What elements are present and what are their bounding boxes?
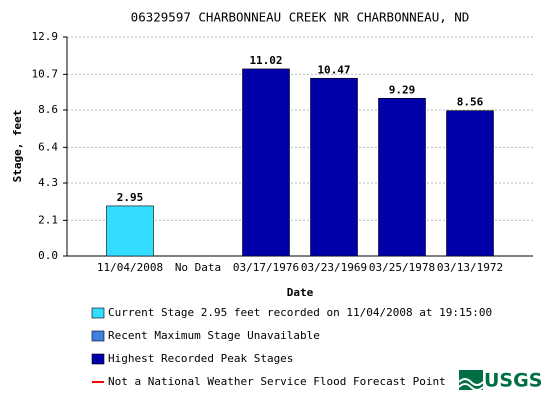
x-tick-label: 11/04/2008 <box>97 261 163 274</box>
usgs-logo: USGS <box>458 370 542 392</box>
y-tick-label: 10.7 <box>32 67 59 80</box>
chart-title: 06329597 CHARBONNEAU CREEK NR CHARBONNEA… <box>131 10 470 25</box>
x-tick-label: 03/17/1976 <box>233 261 299 274</box>
value-label: 2.95 <box>117 191 144 204</box>
legend-label: Not a National Weather Service Flood For… <box>108 375 446 388</box>
x-tick-label: No Data <box>175 261 221 274</box>
logo-text: USGS <box>484 370 542 392</box>
y-tick-label: 12.9 <box>32 30 59 43</box>
y-axis-label: Stage, feet <box>11 110 24 183</box>
value-label: 8.56 <box>457 96 484 109</box>
x-tick-label: 03/23/1969 <box>301 261 367 274</box>
bar <box>446 110 494 257</box>
legend-label: Current Stage 2.95 feet recorded on 11/0… <box>108 306 492 319</box>
legend-label: Recent Maximum Stage Unavailable <box>108 329 320 342</box>
legend-swatch <box>91 330 105 342</box>
value-label: 9.29 <box>389 83 416 96</box>
legend-swatch <box>91 307 105 319</box>
x-tick-label: 03/13/1972 <box>437 261 503 274</box>
y-tick-label: 8.6 <box>38 103 58 116</box>
bar <box>106 205 154 257</box>
legend-label: Highest Recorded Peak Stages <box>108 352 293 365</box>
bar <box>310 77 358 257</box>
value-label: 11.02 <box>249 54 282 67</box>
bar <box>242 68 290 257</box>
x-tick-label: 03/25/1978 <box>369 261 435 274</box>
y-tick-label: 6.4 <box>38 140 58 153</box>
legend-swatch <box>91 353 105 365</box>
y-tick-label: 4.3 <box>38 176 58 189</box>
logo-waves <box>458 378 484 391</box>
value-label: 10.47 <box>317 63 350 76</box>
bar <box>378 97 426 257</box>
x-axis-label: Date <box>287 286 314 299</box>
y-tick-label: 2.1 <box>38 213 58 226</box>
y-tick-label: 0.0 <box>38 249 58 262</box>
